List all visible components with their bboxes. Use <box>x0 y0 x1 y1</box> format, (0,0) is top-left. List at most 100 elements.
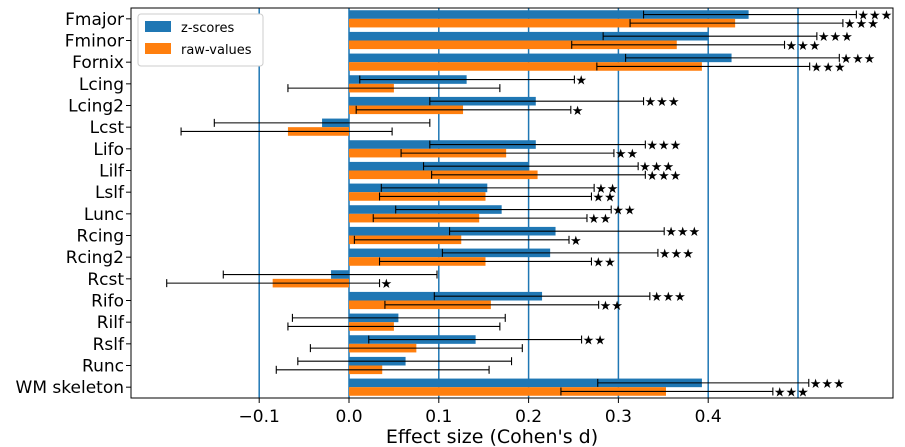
bar-series <box>272 10 749 396</box>
error-bar-z-scores <box>642 10 857 19</box>
significance-marker: ★★ <box>592 255 615 270</box>
significance-marker: ★★★ <box>665 225 700 240</box>
legend-label: z-scores <box>181 21 234 36</box>
legend-label: raw-values <box>181 43 252 58</box>
error-bar-z-scores <box>597 378 810 387</box>
significance-marker: ★★★ <box>774 385 809 400</box>
error-bar-z-scores <box>433 292 651 301</box>
error-bar-z-scores <box>449 227 665 236</box>
bar-raw-values <box>349 62 702 71</box>
y-tick-label: Lcing2 <box>68 97 124 117</box>
y-tick-label: Rilf <box>97 313 125 333</box>
y-tick-label: Rslf <box>93 335 125 355</box>
significance-marker: ★★★ <box>639 160 674 175</box>
significance-marker: ★★★ <box>786 39 821 54</box>
significance-marker: ★ <box>570 234 582 249</box>
error-bar-z-scores <box>368 335 583 344</box>
bar-z-scores <box>349 10 749 19</box>
legend: z-scores raw-values <box>137 13 264 67</box>
error-bar-z-scores <box>441 248 659 257</box>
y-tick-label: Lslf <box>95 183 125 203</box>
bar-raw-values <box>349 18 736 28</box>
error-bar-raw-values <box>560 387 774 396</box>
x-tick-label: 0.2 <box>515 407 542 427</box>
x-axis-label: Effect size (Cohen's d) <box>386 426 598 447</box>
significance-marker: ★★★ <box>857 9 892 24</box>
significance-marker: ★★★ <box>646 169 681 184</box>
error-bar-raw-values <box>378 192 593 201</box>
significance-marker: ★★ <box>612 204 635 219</box>
error-bar-raw-values <box>372 214 588 223</box>
significance-marker: ★★★ <box>645 95 680 110</box>
error-bar-raw-values <box>353 235 570 244</box>
legend-swatch <box>145 21 171 32</box>
error-bar-z-scores <box>429 140 646 149</box>
legend-swatch <box>145 43 171 54</box>
error-bar-z-scores <box>625 53 840 62</box>
error-bar-raw-values <box>309 344 523 353</box>
error-bar-z-scores <box>213 118 431 127</box>
x-tick-label: −0.1 <box>239 407 280 427</box>
y-tick-label: Fornix <box>72 53 124 73</box>
error-bar-raw-values <box>166 279 381 288</box>
y-tick-label: Lcst <box>90 118 125 138</box>
significance-marker: ★★★ <box>810 377 845 392</box>
error-bar-z-scores <box>297 357 513 366</box>
error-bar-raw-values <box>571 40 786 49</box>
error-bar-raw-values <box>596 62 811 71</box>
y-tick-label: Rcst <box>87 270 124 290</box>
bar-z-scores <box>349 378 702 388</box>
x-tick-label: 0.4 <box>695 407 722 427</box>
y-tick-label: Fmajor <box>65 10 124 30</box>
y-tick-label: Lifo <box>93 140 124 160</box>
error-bar-z-scores <box>602 32 818 41</box>
error-bar-raw-values <box>180 127 393 136</box>
significance-marker: ★★ <box>592 190 615 205</box>
error-bar-raw-values <box>431 170 646 179</box>
significance-marker: ★ <box>572 104 584 119</box>
significance-marker: ★★ <box>615 147 638 162</box>
error-bar-z-scores <box>380 183 595 192</box>
error-bar-raw-values <box>287 322 501 331</box>
error-bar-raw-values <box>384 300 600 309</box>
significance-marker: ★★ <box>595 182 618 197</box>
significance-marker: ★★★ <box>811 60 846 75</box>
y-tick-label: WM skeleton <box>16 378 124 398</box>
y-axis-ticks: FmajorFminorFornixLcingLcing2LcstLifoLil… <box>16 10 131 398</box>
significance-marker: ★★★ <box>840 52 875 67</box>
significance-stars: ★★★★★★★★★★★★★★★★★★★★★★★★★★★★★★★★★★★★★★★★… <box>381 9 893 401</box>
y-tick-label: Rcing2 <box>66 248 124 268</box>
significance-marker: ★★★ <box>818 30 853 45</box>
x-tick-label: 0.0 <box>335 407 362 427</box>
error-bars <box>166 10 857 396</box>
bar-z-scores <box>349 31 709 41</box>
significance-marker: ★★★ <box>651 290 686 305</box>
significance-marker: ★★ <box>583 334 606 349</box>
error-bar-z-scores <box>429 97 645 106</box>
significance-marker: ★ <box>575 74 587 89</box>
reference-lines <box>258 8 799 398</box>
error-bar-z-scores <box>291 313 506 322</box>
error-bar-raw-values <box>355 105 572 114</box>
significance-marker: ★★★ <box>659 247 694 262</box>
bar-raw-values <box>349 387 666 396</box>
error-bar-z-scores <box>222 270 438 279</box>
plot-frame <box>130 7 894 399</box>
error-bar-z-scores <box>422 162 639 171</box>
error-bar-raw-values <box>287 84 501 93</box>
x-tick-label: 0.1 <box>425 407 452 427</box>
y-tick-label: Lcing <box>79 75 124 95</box>
y-tick-label: Lilf <box>99 162 125 182</box>
bar-raw-values <box>349 40 677 50</box>
y-tick-label: Runc <box>82 357 124 377</box>
error-bar-raw-values <box>400 149 615 158</box>
y-tick-label: Lunc <box>84 205 124 225</box>
error-bar-z-scores <box>359 75 575 84</box>
significance-marker: ★★ <box>600 299 623 314</box>
significance-marker: ★ <box>381 277 393 292</box>
error-bar-raw-values <box>629 19 844 28</box>
significance-marker: ★★★ <box>844 17 879 32</box>
error-bar-raw-values <box>275 365 490 374</box>
significance-marker: ★★★ <box>646 139 681 154</box>
